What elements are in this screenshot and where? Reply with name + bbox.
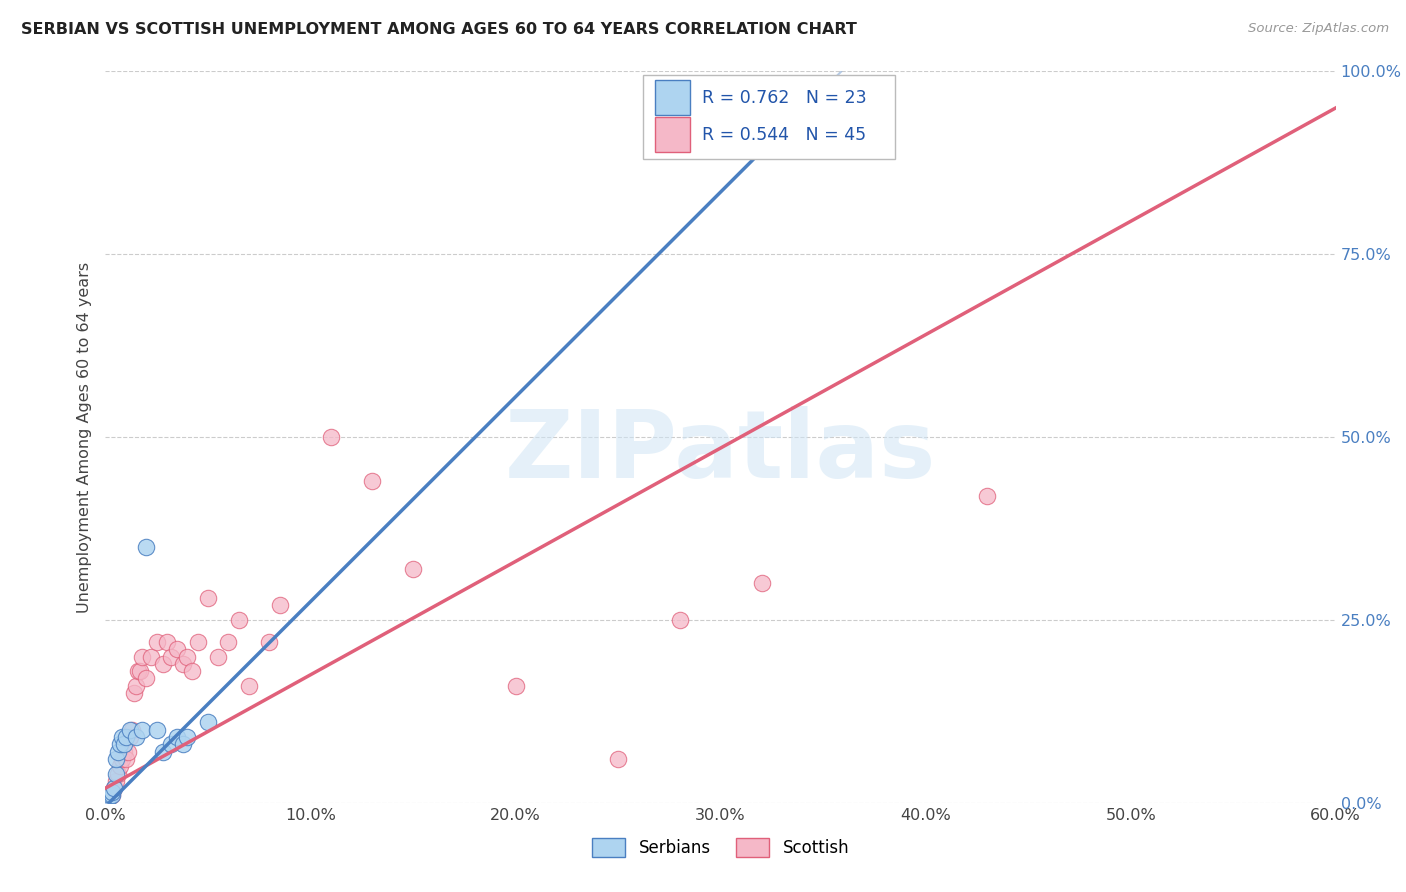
Point bbox=[145, 723, 167, 737]
Point bbox=[172, 657, 194, 671]
Point bbox=[166, 642, 188, 657]
Point bbox=[505, 679, 527, 693]
Point bbox=[176, 649, 198, 664]
Point bbox=[100, 789, 122, 803]
Point bbox=[112, 737, 135, 751]
Point bbox=[98, 789, 121, 803]
Point bbox=[319, 430, 342, 444]
Bar bbox=[655, 117, 690, 152]
Point bbox=[115, 730, 138, 744]
Point bbox=[108, 737, 131, 751]
Point bbox=[269, 599, 291, 613]
Point bbox=[100, 789, 122, 803]
Point bbox=[96, 792, 118, 806]
Point bbox=[180, 664, 202, 678]
Point bbox=[160, 649, 183, 664]
Point bbox=[122, 686, 145, 700]
Point bbox=[107, 745, 129, 759]
Point bbox=[176, 730, 198, 744]
Y-axis label: Unemployment Among Ages 60 to 64 years: Unemployment Among Ages 60 to 64 years bbox=[76, 261, 91, 613]
Point bbox=[402, 562, 425, 576]
Point bbox=[197, 715, 219, 730]
Point bbox=[976, 489, 998, 503]
Text: SERBIAN VS SCOTTISH UNEMPLOYMENT AMONG AGES 60 TO 64 YEARS CORRELATION CHART: SERBIAN VS SCOTTISH UNEMPLOYMENT AMONG A… bbox=[21, 22, 858, 37]
Point bbox=[156, 635, 179, 649]
Point bbox=[607, 752, 630, 766]
Text: R = 0.544   N = 45: R = 0.544 N = 45 bbox=[702, 126, 866, 144]
Point bbox=[135, 672, 157, 686]
Point bbox=[125, 679, 148, 693]
Legend: Serbians, Scottish: Serbians, Scottish bbox=[585, 831, 856, 864]
Point bbox=[96, 792, 118, 806]
Point bbox=[135, 540, 157, 554]
Point bbox=[117, 745, 139, 759]
Point bbox=[238, 679, 260, 693]
Point bbox=[129, 664, 152, 678]
Point bbox=[873, 94, 896, 108]
Point bbox=[103, 781, 125, 796]
Bar bbox=[643, 75, 896, 159]
Point bbox=[111, 752, 134, 766]
Point bbox=[152, 745, 174, 759]
Bar bbox=[655, 80, 690, 115]
Point bbox=[120, 723, 141, 737]
Point bbox=[100, 785, 122, 799]
Point bbox=[751, 576, 773, 591]
Point bbox=[218, 635, 240, 649]
Text: ZIPatlas: ZIPatlas bbox=[505, 406, 936, 498]
Text: Source: ZipAtlas.com: Source: ZipAtlas.com bbox=[1249, 22, 1389, 36]
Point bbox=[98, 789, 121, 803]
Point bbox=[104, 752, 127, 766]
Point bbox=[120, 730, 141, 744]
Point bbox=[172, 737, 194, 751]
Point bbox=[228, 613, 250, 627]
Point bbox=[104, 766, 127, 780]
Point bbox=[108, 759, 131, 773]
Point bbox=[145, 635, 167, 649]
Point bbox=[103, 781, 125, 796]
Point bbox=[125, 730, 148, 744]
Point bbox=[152, 657, 174, 671]
Point bbox=[104, 773, 127, 788]
Point bbox=[187, 635, 209, 649]
Point bbox=[139, 649, 162, 664]
Point bbox=[166, 730, 188, 744]
Point bbox=[131, 723, 153, 737]
Point bbox=[361, 474, 384, 488]
Text: R = 0.762   N = 23: R = 0.762 N = 23 bbox=[702, 89, 866, 107]
Point bbox=[112, 745, 135, 759]
Point bbox=[131, 649, 153, 664]
Point bbox=[111, 730, 134, 744]
Point bbox=[107, 766, 129, 780]
Point bbox=[115, 752, 138, 766]
Point bbox=[160, 737, 183, 751]
Point bbox=[121, 723, 143, 737]
Point bbox=[668, 613, 690, 627]
Point bbox=[197, 591, 219, 605]
Point bbox=[207, 649, 229, 664]
Point bbox=[259, 635, 281, 649]
Point bbox=[127, 664, 149, 678]
